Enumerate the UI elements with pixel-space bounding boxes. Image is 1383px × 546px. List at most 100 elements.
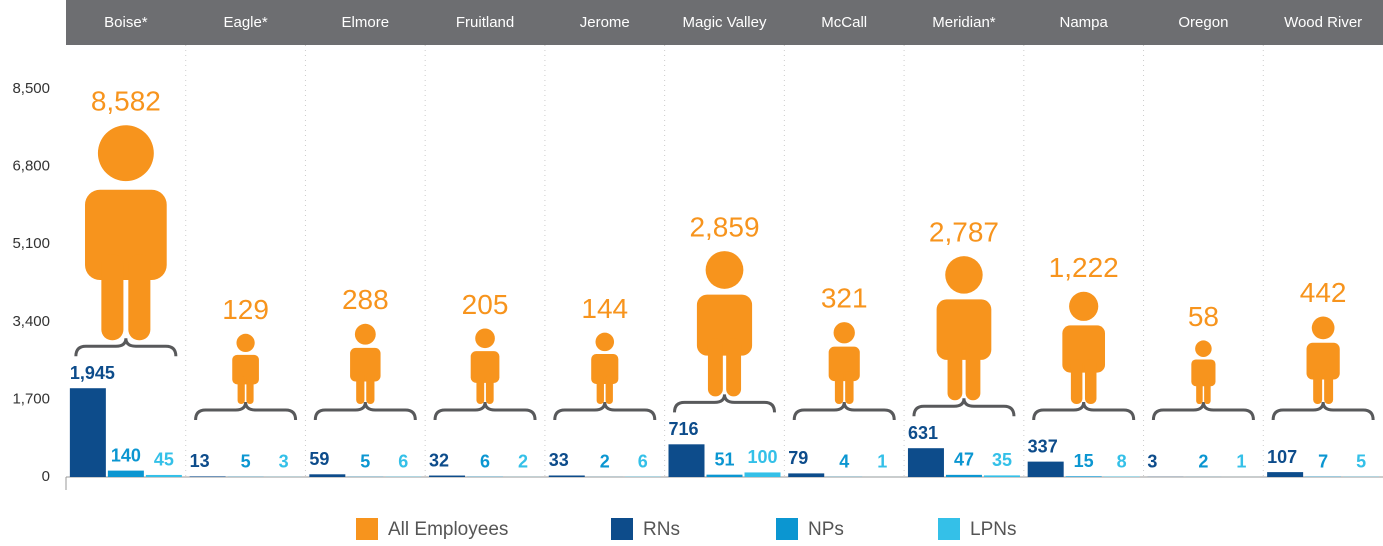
category-label: Meridian* [932, 14, 996, 31]
bar-value-label: 5 [1356, 452, 1366, 472]
legend-swatch [776, 518, 798, 540]
icon-leg [485, 373, 494, 404]
bar-value-label: 15 [1074, 451, 1094, 471]
bar-value-label: 1,945 [70, 363, 115, 383]
brace [673, 394, 776, 413]
category-label: Elmore [342, 14, 390, 31]
employee-value-label: 129 [222, 294, 269, 325]
bar-value-label: 32 [429, 450, 449, 470]
y-tick-label: 1,700 [12, 390, 50, 407]
bar-value-label: 13 [190, 451, 210, 471]
employee-value-label: 2,859 [689, 211, 759, 242]
bar-value-label: 716 [669, 419, 699, 439]
bar-value-label: 337 [1028, 436, 1058, 456]
brace [792, 401, 896, 421]
y-tick-label: 5,100 [12, 235, 50, 252]
y-tick-label: 8,500 [12, 80, 50, 97]
legend-label: NPs [808, 519, 844, 540]
icon-body [350, 347, 381, 382]
icon-leg [1313, 369, 1323, 404]
icon-body [696, 294, 753, 356]
employee-value-label: 288 [342, 284, 389, 315]
employee-value-label: 321 [821, 282, 868, 313]
employee-value-label: 144 [581, 293, 628, 324]
bar-value-label: 3 [279, 452, 289, 472]
category-label: McCall [821, 14, 867, 31]
bar [548, 475, 585, 477]
bar-value-label: 100 [747, 447, 777, 467]
employee-value-label: 2,787 [929, 217, 999, 248]
bar-value-label: 2 [1198, 452, 1208, 472]
icon-head [595, 332, 615, 352]
icon-body [470, 351, 500, 383]
icon-leg [1324, 369, 1334, 404]
employee-value-label: 1,222 [1049, 252, 1119, 283]
brace [1151, 401, 1255, 421]
bar-value-label: 1 [1236, 452, 1246, 472]
category-label: Nampa [1060, 14, 1109, 31]
bar [744, 472, 781, 477]
bar-value-label: 8 [1117, 451, 1127, 471]
icon-leg [1196, 378, 1203, 404]
icon-body [1062, 325, 1106, 373]
icon-body [1191, 359, 1216, 387]
icon-body [828, 346, 860, 382]
icon-head [1195, 340, 1212, 357]
bar [706, 474, 743, 477]
icon-body [85, 189, 167, 281]
bar-value-label: 6 [398, 451, 408, 471]
person-icon [828, 322, 860, 404]
icon-head [475, 328, 495, 349]
person-icon [1306, 316, 1340, 404]
legend-swatch [611, 518, 633, 540]
brace [1032, 401, 1136, 421]
bar-value-label: 4 [839, 452, 849, 472]
legend-swatch [938, 518, 960, 540]
person-icon [350, 323, 381, 404]
person-icon [470, 328, 500, 404]
icon-body [936, 299, 992, 360]
bar [983, 475, 1020, 477]
bar-value-label: 5 [360, 452, 370, 472]
category-label: Oregon [1178, 14, 1228, 31]
bar-value-label: 47 [954, 450, 974, 470]
icon-leg [947, 342, 963, 401]
bar-value-label: 33 [549, 450, 569, 470]
person-icon [696, 251, 753, 397]
bar [1027, 461, 1064, 477]
icon-leg [845, 371, 854, 404]
icon-leg [596, 375, 604, 404]
category-label: Eagle* [223, 14, 267, 31]
bar-value-label: 3 [1147, 452, 1157, 472]
bar-value-label: 51 [714, 449, 734, 469]
person-icon [85, 125, 167, 341]
icon-leg [834, 371, 844, 404]
bar-value-label: 631 [908, 423, 938, 443]
bar-value-label: 2 [518, 452, 528, 472]
brace [553, 401, 657, 421]
brace [433, 401, 537, 421]
brace [912, 398, 1016, 417]
bar-value-label: 107 [1267, 447, 1297, 467]
person-icon [1062, 291, 1106, 404]
y-tick-label: 0 [42, 468, 50, 485]
bar-value-label: 5 [241, 452, 251, 472]
bar [907, 448, 944, 477]
category-label: Fruitland [456, 14, 514, 31]
employee-value-label: 8,582 [91, 86, 161, 117]
icon-leg [1204, 378, 1211, 404]
bar-value-label: 59 [309, 449, 329, 469]
bar [1065, 476, 1102, 477]
bar [945, 474, 982, 477]
icon-head [1069, 291, 1099, 321]
brace [74, 338, 178, 357]
bar [69, 388, 106, 477]
icon-head [945, 256, 983, 294]
y-tick-label: 6,800 [12, 158, 50, 175]
bar [1267, 472, 1304, 477]
bar-value-label: 140 [111, 445, 141, 465]
bar-value-label: 1 [877, 452, 887, 472]
icon-leg [726, 338, 742, 397]
employee-value-label: 58 [1188, 301, 1219, 332]
category-label: Wood River [1284, 14, 1362, 31]
